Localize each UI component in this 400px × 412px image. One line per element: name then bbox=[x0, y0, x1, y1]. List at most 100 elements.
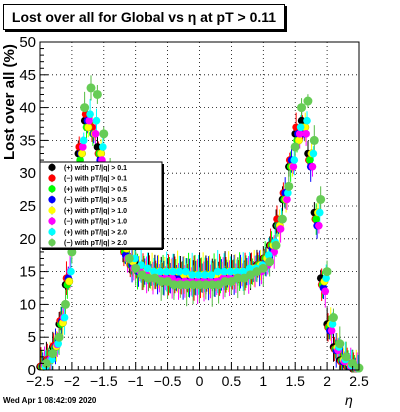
data-point bbox=[290, 142, 300, 152]
data-point bbox=[201, 271, 209, 279]
data-point bbox=[77, 149, 86, 158]
data-point bbox=[283, 195, 291, 204]
data-point bbox=[284, 181, 294, 191]
data-point bbox=[79, 136, 88, 145]
data-point bbox=[312, 215, 320, 223]
data-point bbox=[233, 273, 243, 283]
data-point bbox=[97, 149, 106, 158]
legend-label: (+) with pT/|q| > 0.5 bbox=[64, 186, 127, 193]
data-point bbox=[270, 248, 279, 256]
data-point bbox=[220, 267, 228, 276]
data-point bbox=[124, 253, 134, 263]
data-point bbox=[84, 123, 93, 132]
data-point bbox=[131, 263, 141, 273]
data-point bbox=[245, 264, 254, 273]
data-point bbox=[226, 267, 235, 276]
y-tick-label: 15 bbox=[19, 264, 36, 281]
data-point bbox=[302, 130, 310, 138]
legend: (+) with pT/|q| > 0.1 (−) with pT/|q| > 0… bbox=[39, 161, 164, 250]
data-point bbox=[265, 257, 275, 267]
y-tick-label: 25 bbox=[19, 198, 36, 215]
data-point bbox=[306, 156, 314, 164]
legend-marker bbox=[48, 174, 56, 182]
legend-marker bbox=[48, 185, 56, 193]
data-point bbox=[207, 280, 217, 290]
data-point bbox=[86, 110, 94, 118]
x-tick-label: 0.5 bbox=[222, 373, 242, 389]
x-axis-label: η bbox=[345, 392, 353, 408]
legend-marker bbox=[48, 239, 56, 247]
data-point bbox=[341, 352, 351, 362]
data-point bbox=[289, 162, 298, 171]
x-tick-label: 2.5 bbox=[349, 373, 369, 389]
data-point bbox=[328, 320, 337, 328]
legend-marker bbox=[48, 163, 56, 171]
y-tick-label: 45 bbox=[19, 67, 36, 84]
legend-marker bbox=[48, 228, 56, 236]
data-point bbox=[194, 271, 203, 279]
data-point bbox=[156, 276, 166, 286]
y-axis: 0 5 10 15 20 25 30 35 40 45 50 bbox=[19, 34, 48, 379]
data-point bbox=[93, 143, 102, 151]
data-point bbox=[321, 287, 330, 296]
y-tick-label: 40 bbox=[19, 100, 36, 117]
data-point bbox=[54, 339, 62, 348]
data-point bbox=[175, 280, 185, 290]
data-point bbox=[303, 96, 313, 106]
data-point bbox=[277, 214, 287, 224]
legend-label: (+) with pT/|q| > 0.1 bbox=[64, 165, 127, 172]
legend-box bbox=[39, 161, 163, 249]
chart-title: Lost over all for Global vs η at pT > 0.… bbox=[3, 4, 285, 30]
data-point bbox=[295, 130, 304, 138]
legend-marker bbox=[48, 196, 56, 204]
data-point bbox=[316, 194, 326, 204]
timestamp: Wed Apr 1 08:42:09 2020 bbox=[3, 396, 97, 405]
x-tick-label: −0.5 bbox=[154, 373, 182, 389]
data-point bbox=[86, 83, 96, 93]
data-point bbox=[297, 103, 307, 113]
data-point bbox=[194, 280, 204, 290]
x-axis: −2.5 −2 −1.5 −1 −0.5 0 0.5 1 1.5 2 2.5 bbox=[26, 362, 369, 389]
data-point bbox=[213, 267, 222, 276]
y-tick-label: 10 bbox=[19, 296, 36, 313]
data-point bbox=[182, 280, 192, 290]
data-point bbox=[327, 326, 336, 335]
data-point bbox=[67, 267, 75, 276]
data-point bbox=[207, 271, 216, 279]
data-point bbox=[296, 123, 305, 132]
data-point bbox=[150, 267, 158, 276]
data-point bbox=[201, 280, 211, 290]
data-point bbox=[315, 208, 324, 217]
data-point bbox=[239, 267, 248, 276]
data-point bbox=[297, 116, 306, 125]
data-point bbox=[220, 276, 230, 286]
data-point bbox=[182, 267, 190, 276]
data-point bbox=[309, 149, 318, 158]
data-point bbox=[60, 313, 69, 322]
y-tick-label: 30 bbox=[19, 165, 36, 182]
data-point bbox=[143, 264, 152, 273]
data-point bbox=[91, 130, 100, 138]
x-tick-label: −2 bbox=[64, 373, 80, 389]
data-point bbox=[335, 339, 345, 349]
data-point bbox=[169, 280, 179, 290]
data-point bbox=[85, 116, 93, 125]
y-tick-label: 5 bbox=[28, 329, 36, 346]
data-point bbox=[315, 221, 323, 230]
data-point bbox=[271, 240, 281, 250]
data-point bbox=[169, 267, 177, 276]
x-tick-label: 1 bbox=[259, 373, 267, 389]
data-point bbox=[233, 267, 241, 276]
legend-label: (−) with pT/|q| > 2.0 bbox=[64, 240, 127, 247]
data-point bbox=[276, 225, 285, 233]
legend-marker bbox=[48, 217, 56, 225]
data-point bbox=[65, 277, 74, 286]
legend-label: (+) with pT/|q| > 2.0 bbox=[64, 229, 127, 236]
x-tick-label: 1.5 bbox=[285, 373, 305, 389]
data-point bbox=[284, 189, 292, 197]
x-tick-label: −1 bbox=[128, 373, 144, 389]
data-point bbox=[60, 299, 70, 309]
data-point bbox=[99, 129, 109, 139]
legend-label: (−) with pT/|q| > 0.1 bbox=[64, 176, 127, 183]
